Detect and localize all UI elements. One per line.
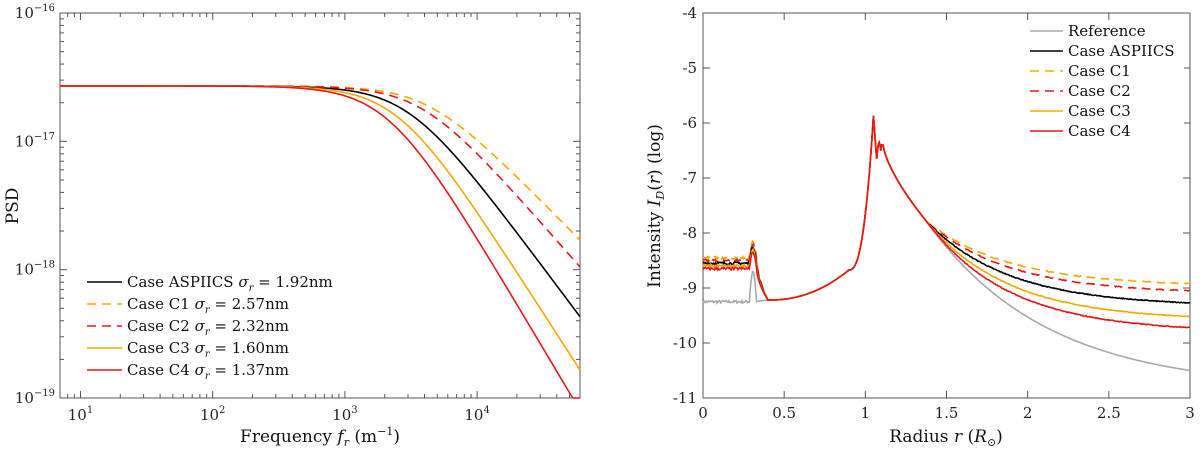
left-x-tick-label: 103 <box>332 405 357 424</box>
left-legend-label: Case C2 σr = 2.32nm <box>127 317 289 338</box>
right-y-tick-label: -7 <box>682 169 697 187</box>
left-y-tick-label: 10−17 <box>15 131 55 150</box>
left-x-axis-label: Frequency fr (m−1) <box>240 425 400 449</box>
right-legend-label: Case ASPIICS <box>1068 42 1175 60</box>
right-x-tick-label: 2.5 <box>1097 404 1121 422</box>
left-series-group <box>60 85 581 399</box>
right-x-tick-label: 3 <box>1185 404 1195 422</box>
left-y-tick-label: 10−18 <box>15 260 55 279</box>
left-y-axis-label: PSD <box>3 188 23 225</box>
right-y-tick-label: -11 <box>673 389 697 407</box>
left-y-tick-label: 10−16 <box>15 3 55 22</box>
right-y-tick-label: -10 <box>673 334 697 352</box>
right-x-tick-label: 0 <box>698 404 708 422</box>
right-y-tick-label: -6 <box>682 114 697 132</box>
right-x-axis-label: Radius r (R⊙) <box>889 427 1003 449</box>
right-x-tick-labels: 0 0.5 1 1.5 2 2.5 3 <box>698 404 1195 422</box>
right-y-tick-label: -5 <box>682 59 697 77</box>
right-legend-box <box>1022 20 1184 148</box>
right-legend-label: Reference <box>1068 22 1146 40</box>
right-y-tick-labels: -11 -10 -9 -8 -7 -6 -5 -4 <box>673 4 697 407</box>
left-legend-label: Case C3 σr = 1.60nm <box>127 339 289 360</box>
right-x-tick-label: 0.5 <box>772 404 796 422</box>
left-legend-label: Case ASPIICS σr = 1.92nm <box>127 273 333 294</box>
right-x-tick-label: 1.5 <box>935 404 959 422</box>
left-plot-frame <box>59 12 581 399</box>
right-series-line-case-c4 <box>702 115 1191 329</box>
right-minor-ticks <box>702 12 1191 399</box>
right-legend-label: Case C2 <box>1068 82 1131 100</box>
left-legend-label: Case C4 σr = 1.37nm <box>127 361 289 382</box>
right-legend-label: Case C4 <box>1068 122 1131 140</box>
right-y-axis-label: Intensity ID(r) (log) <box>645 124 667 288</box>
left-x-tick-labels: 101 102 103 104 <box>68 405 490 424</box>
right-chart: 0 0.5 1 1.5 2 2.5 3 -11 -10 -9 -8 -7 -6 -5 -4 Radius … <box>645 4 1195 449</box>
left-series-line-case-c1 <box>60 85 581 241</box>
right-y-tick-label: -4 <box>682 4 697 22</box>
right-series-group <box>702 115 1191 372</box>
right-y-tick-label: -9 <box>682 279 697 297</box>
left-x-tick-label: 102 <box>200 405 225 424</box>
left-series-line-case-c2 <box>60 85 581 268</box>
left-legend-label: Case C1 σr = 2.57nm <box>127 295 289 316</box>
right-legend-label: Case C1 <box>1068 62 1131 80</box>
right-legend-label: Case C3 <box>1068 102 1131 120</box>
left-y-tick-label: 10−19 <box>15 388 55 407</box>
left-legend-box <box>82 272 342 390</box>
right-x-tick-label: 2 <box>1023 404 1033 422</box>
right-legend: Reference Case ASPIICS Case C1 Case C2 Case … <box>1022 20 1184 148</box>
left-chart: 101 102 103 104 10−19 10−18 10−17 10−16 Freque… <box>3 3 581 449</box>
left-series-line-case-c4 <box>60 85 580 399</box>
right-y-tick-label: -8 <box>682 224 697 242</box>
left-x-tick-label: 101 <box>68 405 93 424</box>
left-x-tick-label: 104 <box>464 405 489 424</box>
right-x-tick-label: 1 <box>861 404 871 422</box>
